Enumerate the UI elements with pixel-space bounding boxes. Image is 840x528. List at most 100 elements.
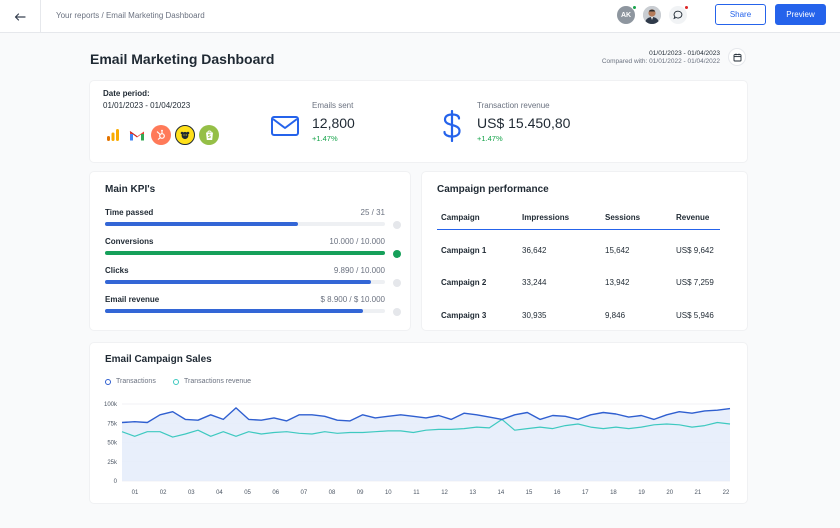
transaction-revenue-label: Transaction revenue	[477, 101, 550, 110]
table-cell: US$ 7,259	[676, 278, 714, 287]
x-tick-label: 08	[329, 490, 336, 496]
date-range-value: 01/01/2023 - 01/04/2023	[649, 50, 720, 57]
legend-label-transactions: Transactions	[116, 378, 156, 385]
table-header-sessions[interactable]: Sessions	[605, 213, 641, 222]
table-cell: US$ 5,946	[676, 311, 714, 320]
emails-sent-label: Emails sent	[312, 101, 354, 110]
y-tick-label: 0	[114, 479, 118, 485]
legend-label-transactions-revenue: Transactions revenue	[184, 378, 252, 385]
hubspot-icon	[151, 125, 171, 145]
transaction-revenue-change: +1.47%	[477, 134, 503, 143]
x-tick-label: 07	[301, 490, 308, 496]
kpi-value: $ 8.900 / $ 10.000	[320, 295, 386, 304]
share-button[interactable]: Share	[715, 4, 766, 25]
calendar-button[interactable]	[728, 48, 746, 66]
page-title: Email Marketing Dashboard	[90, 51, 275, 67]
pending-status-icon	[393, 308, 401, 316]
chat-button[interactable]	[669, 5, 689, 24]
legend-transactions-revenue[interactable]: Transactions revenue	[173, 378, 251, 385]
chat-icon	[673, 10, 683, 20]
kpi-progress-track	[105, 251, 385, 255]
table-cell: US$ 9,642	[676, 246, 714, 255]
pending-status-icon	[393, 279, 401, 287]
avatar-ak[interactable]: AK	[617, 5, 637, 24]
table-cell: 33,244	[522, 278, 547, 287]
x-tick-label: 14	[498, 490, 505, 496]
x-tick-label: 22	[723, 490, 730, 496]
y-tick-label: 50k	[107, 441, 118, 447]
x-tick-label: 21	[695, 490, 702, 496]
x-tick-label: 03	[188, 490, 195, 496]
online-status-dot	[632, 5, 637, 10]
kpi-progress-track	[105, 222, 385, 226]
x-tick-label: 17	[582, 490, 589, 496]
notification-dot	[684, 5, 689, 10]
gmail-icon	[127, 125, 147, 145]
table-cell: 36,642	[522, 246, 547, 255]
table-header-revenue[interactable]: Revenue	[676, 213, 710, 222]
table-header-campaign[interactable]: Campaign	[441, 213, 480, 222]
transactions-line	[121, 407, 731, 424]
kpi-row: Clicks 9.890 / 10.000	[105, 266, 385, 286]
user-photo-icon	[643, 6, 661, 24]
x-tick-label: 12	[441, 490, 448, 496]
y-tick-label: 75k	[107, 421, 118, 427]
chart-title: Email Campaign Sales	[105, 354, 212, 365]
preview-button[interactable]: Preview	[775, 4, 826, 25]
kpi-row: Conversions 10.000 / 10.000	[105, 237, 385, 257]
x-tick-label: 18	[610, 490, 617, 496]
mail-icon	[271, 116, 299, 136]
kpi-progress-fill	[105, 280, 371, 284]
x-tick-label: 11	[413, 490, 420, 496]
x-tick-label: 04	[216, 490, 223, 496]
breadcrumb[interactable]: Your reports / Email Marketing Dashboard	[56, 11, 205, 20]
x-tick-label: 16	[554, 490, 561, 496]
campaign-performance-card	[422, 172, 747, 330]
kpi-progress-fill	[105, 251, 385, 255]
table-cell: 30,935	[522, 311, 547, 320]
x-tick-label: 02	[160, 490, 167, 496]
back-button[interactable]	[0, 0, 41, 33]
compared-with: Compared with: 01/01/2022 - 01/04/2022	[601, 58, 720, 65]
check-icon	[393, 250, 401, 262]
x-tick-label: 09	[357, 490, 364, 496]
pending-status-icon	[393, 221, 401, 229]
legend-transactions[interactable]: Transactions	[105, 378, 156, 385]
x-tick-label: 20	[666, 490, 673, 496]
table-header-divider	[437, 229, 720, 230]
table-header-impressions[interactable]: Impressions	[522, 213, 570, 222]
x-tick-label: 15	[526, 490, 533, 496]
date-period-label: Date period:	[103, 89, 150, 98]
x-tick-label: 01	[132, 490, 139, 496]
kpi-label: Clicks	[105, 266, 129, 275]
x-tick-label: 05	[244, 490, 251, 496]
top-bar: Your reports / Email Marketing Dashboard…	[0, 0, 840, 33]
emails-sent-value: 12,800	[312, 115, 355, 131]
kpi-value: 9.890 / 10.000	[333, 266, 385, 275]
shopify-icon	[199, 125, 219, 145]
legend-marker-transactions-revenue	[173, 378, 179, 385]
emails-sent-change: +1.47%	[312, 134, 338, 143]
table-row-campaign-name: Campaign 2	[441, 278, 487, 287]
kpi-row: Email revenue $ 8.900 / $ 10.000	[105, 295, 385, 315]
x-tick-label: 10	[385, 490, 392, 496]
x-tick-label: 06	[272, 490, 279, 496]
kpi-progress-track	[105, 280, 385, 284]
calendar-icon	[733, 53, 741, 61]
table-cell: 13,942	[605, 278, 630, 287]
mailchimp-icon	[175, 125, 195, 145]
campaign-performance-title: Campaign performance	[437, 184, 549, 195]
avatar-initials: AK	[620, 11, 632, 19]
main-kpis-title: Main KPI's	[105, 184, 156, 195]
x-tick-label: 19	[638, 490, 645, 496]
kpi-label: Email revenue	[105, 295, 160, 304]
x-tick-label: 13	[469, 490, 476, 496]
avatar-user-photo[interactable]	[643, 6, 661, 24]
legend-marker-transactions	[105, 378, 111, 385]
y-tick-label: 100k	[104, 402, 118, 408]
date-range: 01/01/2023 - 01/04/2023 Compared with: 0…	[602, 50, 720, 65]
kpi-value: 25 / 31	[360, 208, 385, 217]
table-cell: 9,846	[605, 311, 626, 320]
kpi-progress-fill	[105, 309, 363, 313]
table-row-campaign-name: Campaign 3	[441, 311, 487, 320]
